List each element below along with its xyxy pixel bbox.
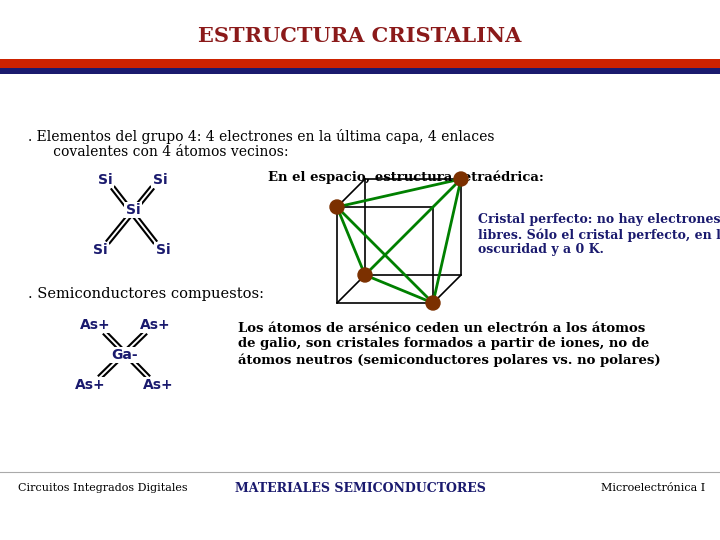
Circle shape (454, 172, 468, 186)
Text: Si: Si (126, 203, 140, 217)
Text: covalentes con 4 átomos vecinos:: covalentes con 4 átomos vecinos: (40, 145, 289, 159)
Text: de galio, son cristales formados a partir de iones, no de: de galio, son cristales formados a parti… (238, 338, 649, 350)
Text: Ga-: Ga- (112, 348, 138, 362)
Text: En el espacio, estructura tetraédrica:: En el espacio, estructura tetraédrica: (268, 170, 544, 184)
Text: . Elementos del grupo 4: 4 electrones en la última capa, 4 enlaces: . Elementos del grupo 4: 4 electrones en… (28, 129, 495, 144)
Text: oscuridad y a 0 K.: oscuridad y a 0 K. (478, 244, 604, 256)
Circle shape (426, 296, 440, 310)
Text: Circuitos Integrados Digitales: Circuitos Integrados Digitales (18, 483, 188, 493)
Text: Si: Si (98, 173, 112, 187)
Text: átomos neutros (semiconductores polares vs. no polares): átomos neutros (semiconductores polares … (238, 353, 661, 367)
Text: As+: As+ (80, 318, 110, 332)
Text: libres. Sólo el cristal perfecto, en la: libres. Sólo el cristal perfecto, en la (478, 228, 720, 242)
Text: Los átomos de arsénico ceden un electrón a los átomos: Los átomos de arsénico ceden un electrón… (238, 321, 645, 334)
Text: As+: As+ (143, 378, 174, 392)
Text: . Semiconductores compuestos:: . Semiconductores compuestos: (28, 287, 264, 301)
Bar (0, 59, 720, 68)
Text: ESTRUCTURA CRISTALINA: ESTRUCTURA CRISTALINA (198, 26, 522, 46)
Text: Si: Si (153, 173, 167, 187)
Text: Cristal perfecto: no hay electrones: Cristal perfecto: no hay electrones (478, 213, 720, 226)
Text: Si: Si (93, 243, 107, 257)
Circle shape (330, 200, 344, 214)
Text: As+: As+ (75, 378, 105, 392)
Text: As+: As+ (140, 318, 171, 332)
Circle shape (358, 268, 372, 282)
Text: Si: Si (156, 243, 171, 257)
Text: MATERIALES SEMICONDUCTORES: MATERIALES SEMICONDUCTORES (235, 482, 485, 495)
Text: Microelectrónica I: Microelectrónica I (600, 483, 705, 493)
Bar (0, 68, 720, 74)
